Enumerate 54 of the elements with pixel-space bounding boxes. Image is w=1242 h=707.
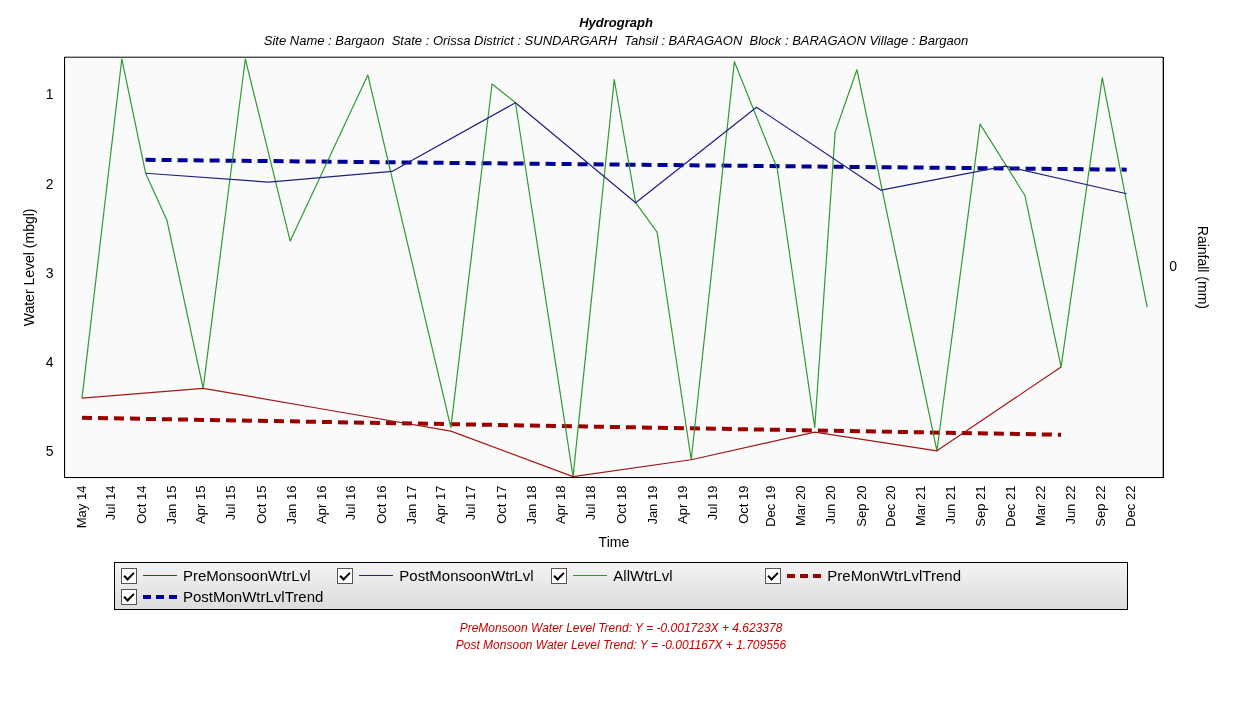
x-tick-label: Oct 17 — [493, 485, 509, 524]
y-axis-title: Water Level (mbgl) — [21, 208, 38, 327]
x-tick-label: Dec 22 — [1123, 485, 1139, 527]
x-tick-label: Apr 19 — [674, 485, 690, 524]
x-tick-label: Oct 19 — [736, 485, 752, 524]
y-tick-label: 5 — [45, 443, 54, 460]
y-tick-label: 2 — [45, 175, 54, 192]
x-tick-label: Oct 14 — [133, 485, 149, 524]
legend-label: PostMonWtrLvlTrend — [183, 588, 324, 605]
y-tick-label: 3 — [45, 264, 54, 281]
text: Post Monsoon Water Level Trend: Y = -0.001167X + 1.709556 — [454, 637, 788, 654]
text: 0 — [1169, 258, 1178, 275]
legend-label: PostMonsoonWtrLvl — [399, 567, 534, 584]
x-tick-label: Jan 18 — [523, 485, 539, 525]
x-tick-label: Sep 20 — [853, 485, 869, 527]
legend-label: PreMonWtrLvlTrend — [827, 567, 961, 584]
x-tick-label: Jul 15 — [223, 485, 239, 521]
x-tick-label: Apr 17 — [433, 485, 449, 524]
x-tick-label: Jul 19 — [705, 485, 721, 521]
x-tick-label: Sep 21 — [973, 485, 989, 527]
x-tick-label: Dec 19 — [763, 485, 779, 527]
chart-subtitle: Site Name : Bargaon State : Orissa District : SUNDARGARH Tahsil : BARAGAON Block : BARAGAON Village : Bargaon — [263, 33, 969, 49]
x-tick-label: Apr 15 — [193, 485, 209, 524]
x-tick-label: Jul 17 — [463, 485, 479, 521]
y-tick-label: 1 — [45, 86, 54, 103]
x-tick-label: Jul 18 — [583, 485, 599, 521]
x-tick-label: May 14 — [73, 485, 89, 529]
legend-label: AllWtrLvl — [613, 567, 673, 584]
legend-label: PreMonsoonWtrLvl — [183, 567, 311, 584]
x-tick-label: Oct 16 — [373, 485, 389, 524]
x-tick-label: Jan 16 — [283, 485, 299, 525]
x-tick-label: Sep 22 — [1093, 485, 1109, 527]
x-tick-label: Jun 21 — [943, 485, 959, 525]
x-tick-label: Jan 15 — [163, 485, 179, 525]
x-tick-label: Jun 20 — [823, 485, 839, 525]
x-tick-label: Jan 17 — [403, 485, 419, 525]
x-tick-label: Apr 16 — [313, 485, 329, 524]
x-tick-label: Oct 15 — [253, 485, 269, 524]
x-tick-label: Mar 22 — [1032, 485, 1048, 527]
x-tick-label: Jul 16 — [343, 485, 359, 521]
y-tick-label: 4 — [45, 354, 54, 371]
x-tick-label: Apr 18 — [553, 485, 569, 524]
x-tick-label: Jun 22 — [1063, 485, 1079, 525]
x-tick-label: Jan 19 — [644, 485, 660, 525]
x-tick-label: Mar 21 — [912, 485, 928, 527]
x-axis-title: Time — [598, 534, 630, 551]
x-tick-label: Dec 20 — [883, 485, 899, 527]
x-tick-label: Oct 18 — [613, 485, 629, 524]
x-tick-label: Mar 20 — [792, 485, 808, 527]
chart-title: Hydrograph — [579, 15, 653, 31]
x-tick-label: Jul 14 — [103, 485, 119, 521]
y2-axis-title: Rainfall (mm) — [1194, 225, 1211, 309]
text: PreMonsoon Water Level Trend: Y = -0.001723X + 4.623378 — [458, 620, 784, 637]
x-tick-label: Dec 21 — [1003, 485, 1019, 527]
